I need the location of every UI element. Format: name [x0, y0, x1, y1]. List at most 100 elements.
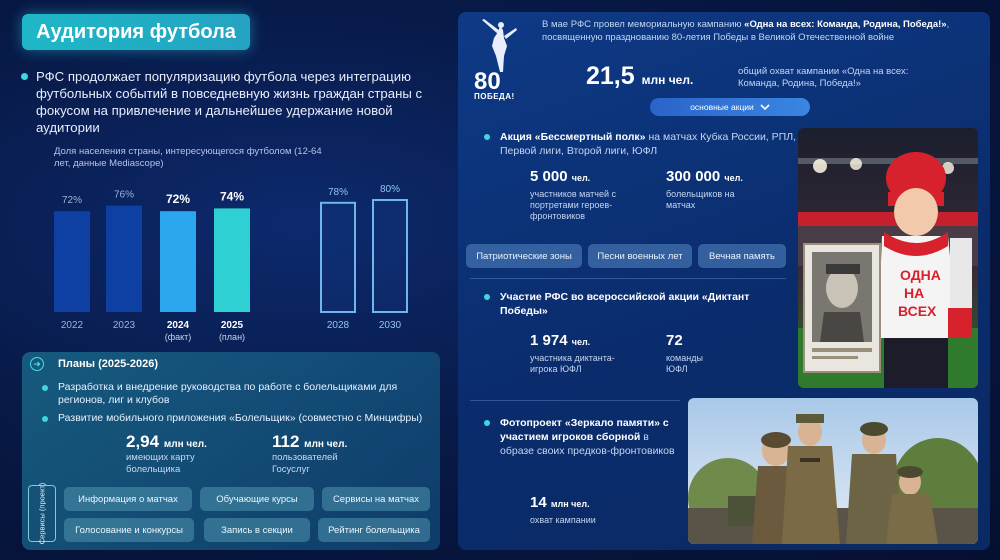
- category-label-2023: 2023: [113, 320, 136, 331]
- stat-unit: чел.: [724, 173, 743, 183]
- shirt-text-line2: НА: [904, 285, 924, 301]
- service-button-sections[interactable]: Запись в секции: [204, 518, 310, 542]
- value-label-2025: 74%: [220, 189, 244, 203]
- motherland-statue-icon: [482, 19, 517, 72]
- value-label-2028: 78%: [328, 187, 348, 198]
- value-label-2023: 76%: [114, 190, 134, 201]
- divider: [470, 278, 786, 279]
- value-label-2022: 72%: [62, 195, 82, 206]
- stat-label: охват кампании: [530, 515, 596, 525]
- bar-2025: [214, 208, 250, 312]
- action-dictation-title: Участие РФС во всероссийской акции «Дикт…: [484, 290, 750, 318]
- campaign-reach: 21,5 млн чел.: [586, 62, 693, 91]
- photo-soldiers: [688, 398, 978, 544]
- stat-participants: 5 000 чел. участников матчей с портретам…: [530, 168, 650, 222]
- service-button-match-services[interactable]: Сервисы на матчах: [322, 487, 430, 511]
- category-label-2025: 2025: [221, 320, 244, 331]
- category-label-2024: 2024: [167, 320, 190, 331]
- bar-2030: [372, 199, 408, 313]
- main-actions-toggle[interactable]: основные акции: [650, 98, 810, 116]
- bullet-dot: [484, 420, 490, 426]
- stat-label: участника диктанта-игрока ЮФЛ: [530, 353, 615, 374]
- bullet-dot: [42, 385, 48, 391]
- plan-item-1: Разработка и внедрение руководства по ра…: [42, 381, 428, 407]
- header-prefix: В мае РФС провел мемориальную кампанию: [542, 19, 745, 30]
- value-label-2030: 80%: [380, 184, 400, 195]
- reach-label: общий охват кампании «Одна на всех: Кома…: [738, 66, 909, 89]
- logo-pobeda: ПОБЕДА!: [474, 92, 515, 101]
- tag-patriotic-zones[interactable]: Патриотические зоны: [466, 244, 582, 268]
- arrow-right-icon: ➜: [30, 357, 44, 371]
- photo-boy-with-portrait: ОДНА НА ВСЕХ: [798, 128, 978, 388]
- chevron-down-icon: [760, 103, 770, 110]
- bullet-dot: [21, 73, 28, 80]
- shirt-text-line1: ОДНА: [900, 267, 941, 283]
- reach-unit: млн чел.: [641, 73, 694, 87]
- stat-value: 5 000: [530, 168, 568, 185]
- plans-title: Планы (2025-2026): [58, 358, 159, 370]
- service-button-courses[interactable]: Обучающие курсы: [200, 487, 314, 511]
- bar-2028: [320, 201, 356, 313]
- shirt-text-line3: ВСЕХ: [898, 303, 937, 319]
- plan-item-2: Развитие мобильного приложения «Болельщи…: [42, 412, 428, 425]
- category-label-2028: 2028: [327, 320, 350, 331]
- campaign-description: В мае РФС провел мемориальную кампанию «…: [542, 18, 982, 44]
- stadium-scene: ОДНА НА ВСЕХ: [798, 128, 978, 388]
- stat-teams: 72 команды ЮФЛ: [666, 332, 786, 375]
- stat-value: 2,94: [126, 432, 160, 451]
- stat-label: команды ЮФЛ: [666, 353, 703, 374]
- plan-item-text: Разработка и внедрение руководства по ра…: [58, 381, 398, 406]
- stat-label: имеющих карту болельщика: [126, 452, 195, 475]
- header-suffix: , посвященную празднованию 80-летия Побе…: [542, 19, 950, 43]
- tag-eternal-memory[interactable]: Вечная память: [698, 244, 786, 268]
- category-label-2030: 2030: [379, 320, 402, 331]
- plans-panel: [22, 352, 440, 550]
- chart-caption: Доля населения страны, интересующегося ф…: [54, 146, 322, 169]
- category-label-2022: 2022: [61, 320, 84, 331]
- stat-gosuslugi: 112 млн чел. пользователей Госуслуг: [272, 432, 402, 475]
- pill-label: основные акции: [690, 102, 754, 112]
- stat-value: 300 000: [666, 168, 721, 185]
- stat-value: 14: [530, 494, 547, 511]
- intro-paragraph: РФС продолжает популяризацию футбола чер…: [36, 69, 423, 135]
- bar-2022: [54, 211, 90, 312]
- stat-unit: млн чел.: [304, 439, 348, 450]
- stat-fan-card: 2,94 млн чел. имеющих карту болельщика: [126, 432, 256, 475]
- bullet-dot: [42, 416, 48, 422]
- stat-unit: чел.: [571, 337, 591, 347]
- action-title-rest: в образе своих предков-фронтовиков: [500, 431, 675, 457]
- plan-item-text: Развитие мобильного приложения «Болельщи…: [58, 412, 423, 424]
- stat-unit: млн чел.: [163, 439, 207, 450]
- stat-label: пользователей Госуслуг: [272, 452, 338, 475]
- service-button-match-info[interactable]: Информация о матчах: [64, 487, 192, 511]
- bar-2024: [160, 211, 196, 312]
- reach-value: 21,5: [586, 62, 635, 90]
- stat-unit: млн чел.: [550, 499, 590, 509]
- stat-value: 1 974: [530, 332, 568, 349]
- divider: [470, 400, 680, 401]
- value-label-2024: 72%: [166, 192, 190, 206]
- action-title-bold: Участие РФС во всероссийской акции «Дикт…: [500, 291, 750, 317]
- stat-fans: 300 000 чел. болельщиков на матчах: [666, 168, 786, 211]
- campaign-name: «Одна на всех: Команда, Родина, Победа!»: [744, 19, 947, 30]
- stat-value: 112: [272, 432, 300, 451]
- tag-war-songs[interactable]: Песни военных лет: [588, 244, 692, 268]
- action-immortal-regiment-title: Акция «Бессмертный полк» на матчах Кубка…: [484, 130, 800, 158]
- audience-bar-chart: 72% 2022 76% 2023 72% 2024(факт) 74% 2025(план)…: [54, 184, 408, 342]
- logo-80: 80: [474, 68, 501, 95]
- stat-dictation-participants: 1 974 чел. участника диктанта-игрока ЮФЛ: [530, 332, 650, 375]
- bar-2023: [106, 205, 142, 312]
- services-label: Сервисы (проект): [28, 482, 56, 545]
- stat-campaign-reach: 14 млн чел. охват кампании: [530, 494, 670, 526]
- services-label-text: Сервисы (проект): [37, 482, 47, 545]
- bullet-dot: [484, 294, 490, 300]
- service-button-voting[interactable]: Голосование и конкурсы: [64, 518, 194, 542]
- stat-label: участников матчей с портретами героев-фр…: [530, 189, 616, 221]
- page-title: Аудитория футбола: [22, 14, 250, 50]
- category-sublabel-2025: (план): [219, 332, 245, 342]
- category-sublabel-2024: (факт): [165, 332, 192, 342]
- stat-unit: чел.: [571, 173, 591, 183]
- service-button-fan-rating[interactable]: Рейтинг болельщика: [318, 518, 430, 542]
- bullet-dot: [484, 134, 490, 140]
- stat-label: болельщиков на матчах: [666, 189, 735, 210]
